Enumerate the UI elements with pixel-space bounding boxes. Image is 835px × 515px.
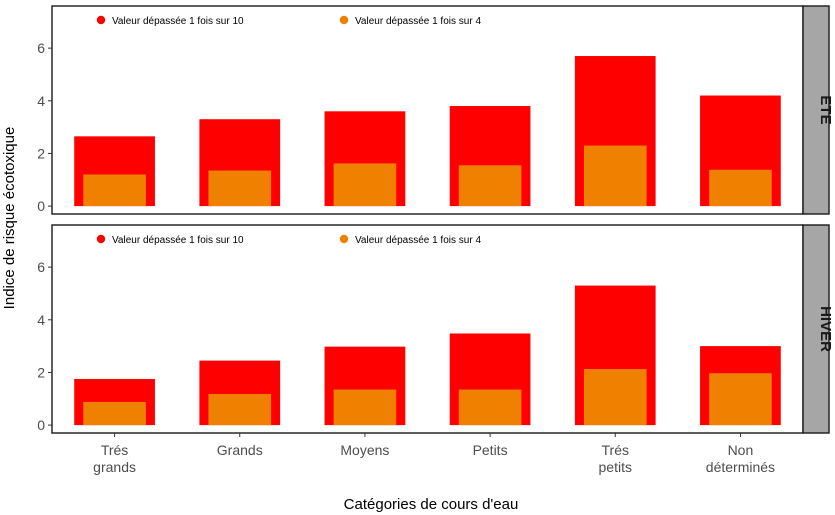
bar-1-sur-4 [583,145,647,207]
bar-1-sur-4 [83,174,146,207]
y-tick-label: 2 [37,145,45,161]
x-axis-title: Catégories de cours d'eau [344,496,519,513]
x-tick-label: petits [599,459,632,475]
legend-label: Valeur dépassée 1 fois sur 10 [112,235,244,246]
bar-1-sur-4 [208,394,272,426]
y-tick-label: 6 [37,259,45,275]
bar-1-sur-4 [709,169,772,207]
x-tick-label: Petits [473,442,508,458]
legend-key [339,234,349,244]
y-tick-label: 6 [37,40,45,56]
x-tick-label: Trés [101,442,128,458]
bar-1-sur-4 [208,170,272,207]
panel-frame [51,5,804,215]
bar-1-sur-4 [709,373,772,426]
y-tick-label: 0 [37,198,45,214]
x-tick-label: Grands [217,442,263,458]
legend-label: Valeur dépassée 1 fois sur 4 [355,16,481,27]
panel-frame [51,224,804,434]
facet-strip [802,224,830,434]
facet-strip [802,5,830,215]
bar-1-sur-4 [83,401,146,426]
y-tick-label: 2 [37,364,45,380]
y-tick-label: 4 [37,93,45,109]
y-axis-title: Indice de risque écotoxique [1,127,18,310]
bar-1-sur-4 [458,389,522,426]
bar-1-sur-4 [333,163,397,207]
facet-strip-label: ETE [817,95,834,124]
legend-key [96,234,106,244]
bar-1-sur-4 [583,369,647,426]
y-tick-label: 0 [37,417,45,433]
x-tick-label: grands [93,459,136,475]
y-tick-label: 4 [37,312,45,328]
x-tick-label: Moyens [340,442,389,458]
x-tick-label: Trés [602,442,629,458]
legend-key [339,15,349,25]
facet-strip-label: HIVER [817,306,834,352]
x-tick-label: déterminés [706,459,775,475]
legend-key [96,15,106,25]
legend-label: Valeur dépassée 1 fois sur 4 [355,235,481,246]
bar-1-sur-4 [333,389,397,426]
legend-label: Valeur dépassée 1 fois sur 10 [112,16,244,27]
x-tick-label: Non [728,442,754,458]
bar-1-sur-4 [458,165,522,207]
